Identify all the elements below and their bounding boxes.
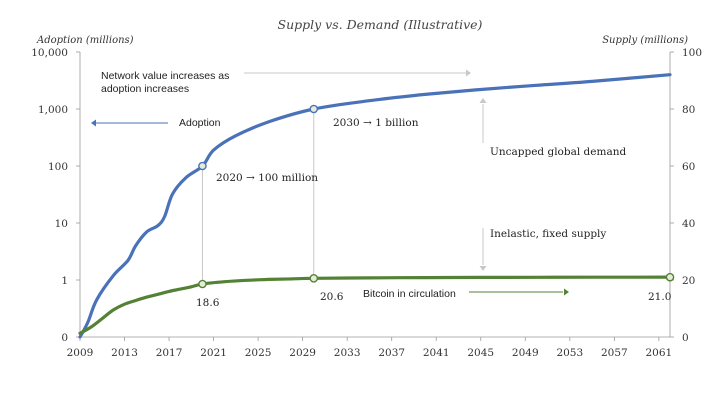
supply-label-2030: 20.6 [320, 291, 344, 303]
y-right-tick-label: 60 [682, 161, 695, 173]
network-value-arrowhead [466, 69, 471, 77]
y-right-tick-label: 20 [682, 275, 695, 287]
x-tick-label: 2045 [467, 347, 494, 359]
x-tick-label: 2057 [601, 347, 628, 359]
y-right-tick-label: 80 [682, 104, 695, 116]
annotation-2030-1-billion: 2030 → 1 billion [333, 117, 419, 129]
x-tick-label: 2017 [156, 347, 183, 359]
x-tick-label: 2033 [334, 347, 361, 359]
y-axis-left-title: Adoption (millions) [36, 35, 134, 46]
annotation-2020-100-million: 2020 → 100 million [216, 172, 318, 184]
y-axis-right-title: Supply (millions) [602, 35, 688, 46]
supply-label-2062: 21.0 [648, 291, 671, 303]
x-tick-label: 2029 [289, 347, 316, 359]
x-tick-label: 2037 [378, 347, 405, 359]
y-left-tick-label: 10 [55, 218, 68, 230]
adoption-point-2030 [309, 104, 319, 114]
x-tick-label: 2053 [556, 347, 583, 359]
x-tick-label: 2009 [67, 347, 94, 359]
y-right-tick-label: 40 [682, 218, 695, 230]
x-tick-label: 2041 [423, 347, 450, 359]
x-tick-label: 2021 [200, 347, 227, 359]
inelastic-supply-label: Inelastic, fixed supply [490, 228, 606, 240]
chart-title: Supply vs. Demand (Illustrative) [278, 17, 483, 32]
supply-point-2062 [665, 272, 675, 282]
x-tick-label: 2061 [646, 347, 673, 359]
inelastic-arrowhead [479, 266, 487, 271]
leader-lines-layer [91, 69, 569, 296]
y-right-tick-label: 0 [682, 332, 689, 344]
axes-layer: 0 1 10 100 1,000 10,000 0 20 40 60 80 100 2009 2013 20… [31, 47, 702, 359]
y-left-tick-label: 0 [61, 332, 68, 344]
markers-layer [198, 104, 675, 289]
supply-point-2030 [309, 273, 319, 283]
circulation-series-label: Bitcoin in circulation [363, 288, 456, 300]
y-left-tick-label: 10,000 [31, 47, 68, 59]
y-left-tick-label: 1 [61, 275, 68, 287]
x-tick-label: 2025 [245, 347, 272, 359]
network-value-label-line1: Network value increases as [101, 70, 229, 82]
x-tick-label: 2013 [111, 347, 138, 359]
adoption-point-2020 [198, 161, 207, 171]
adoption-series-line [78, 73, 672, 339]
y-right-tick-label: 100 [682, 47, 702, 59]
circulation-series-line [78, 275, 672, 335]
adoption-arrowhead [91, 119, 96, 127]
supply-point-2020 [198, 279, 207, 289]
adoption-series-label: Adoption [179, 117, 221, 129]
x-tick-label: 2049 [512, 347, 539, 359]
uncapped-arrowhead [479, 98, 487, 103]
network-value-label-line2: adoption increases [101, 83, 189, 95]
circulation-arrowhead [564, 288, 569, 296]
y-left-tick-label: 100 [48, 161, 68, 173]
y-left-tick-label: 1,000 [38, 104, 68, 116]
uncapped-demand-label: Uncapped global demand [490, 146, 626, 158]
supply-label-2020: 18.6 [196, 297, 220, 309]
